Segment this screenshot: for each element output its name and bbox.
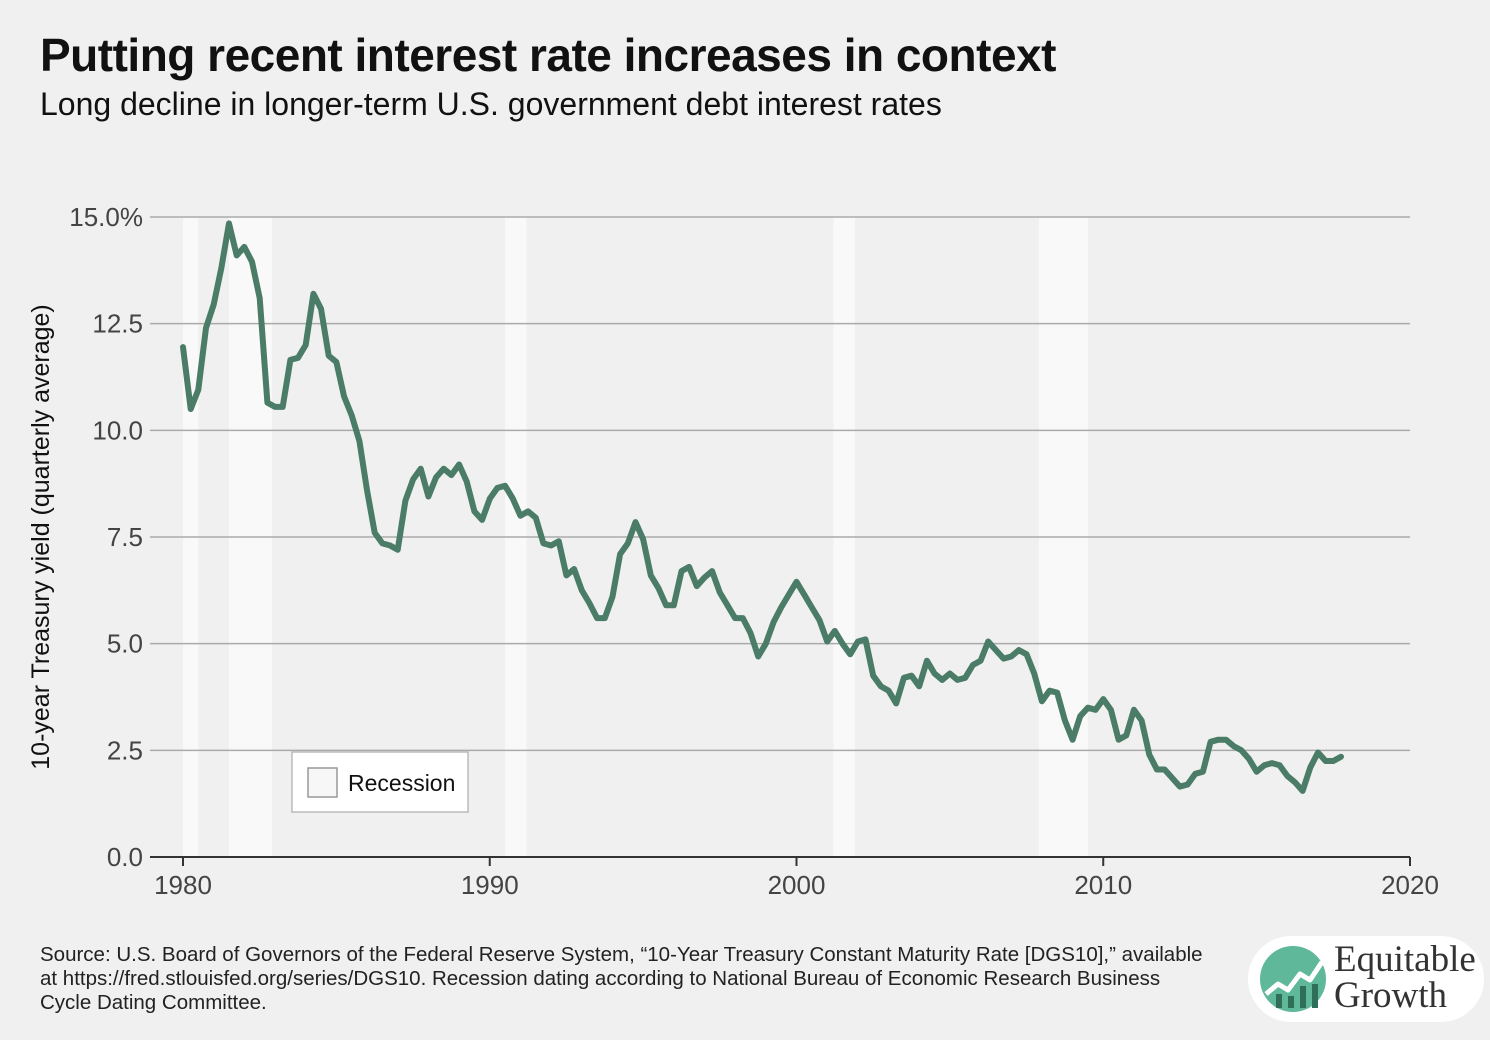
chart-title: Putting recent interest rate increases i…: [40, 29, 1056, 81]
line-chart: 0.0 2.5 5.0 7.5 10.0 12.5 15.0% 1980 1990 2000 20…: [27, 202, 1439, 900]
x-axis-ticks: 1980 1990 2000 2010 2020: [154, 857, 1439, 900]
logo-wordmark: Equitable Growth: [1334, 939, 1476, 1016]
y-tick-label-6: 15.0%: [69, 202, 143, 232]
series-lines: [180, 220, 1344, 794]
rising-chart-logo-icon: [1260, 946, 1326, 1012]
series-line-0: [180, 220, 1344, 794]
y-tick-label-2: 5.0: [107, 629, 143, 659]
logo-line-1: Equitable: [1334, 939, 1476, 980]
source-note: Source: U.S. Board of Governors of the F…: [40, 943, 1203, 1014]
chart-subtitle: Long decline in longer-term U.S. governm…: [40, 86, 942, 122]
x-tick-label-4: 2020: [1381, 870, 1439, 900]
y-tick-label-4: 10.0: [92, 415, 143, 445]
x-tick-label-0: 1980: [154, 870, 212, 900]
logo-line-2: Growth: [1334, 975, 1448, 1016]
brand-logo: Equitable Growth: [1248, 936, 1484, 1022]
legend: Recession: [291, 751, 469, 813]
gridlines: [150, 216, 1410, 752]
legend-label: Recession: [348, 770, 455, 796]
y-tick-label-3: 7.5: [107, 522, 143, 552]
y-tick-label-5: 12.5: [92, 309, 143, 339]
y-axis-title: 10-year Treasury yield (quarterly averag…: [27, 304, 55, 769]
y-axis-ticks: 0.0 2.5 5.0 7.5 10.0 12.5 15.0%: [69, 202, 143, 872]
x-tick-label-2: 2000: [768, 870, 826, 900]
y-tick-label-1: 2.5: [107, 735, 143, 765]
x-tick-label-3: 2010: [1074, 870, 1132, 900]
x-tick-label-1: 1990: [461, 870, 519, 900]
legend-swatch: [307, 767, 338, 798]
y-tick-label-0: 0.0: [107, 842, 143, 872]
